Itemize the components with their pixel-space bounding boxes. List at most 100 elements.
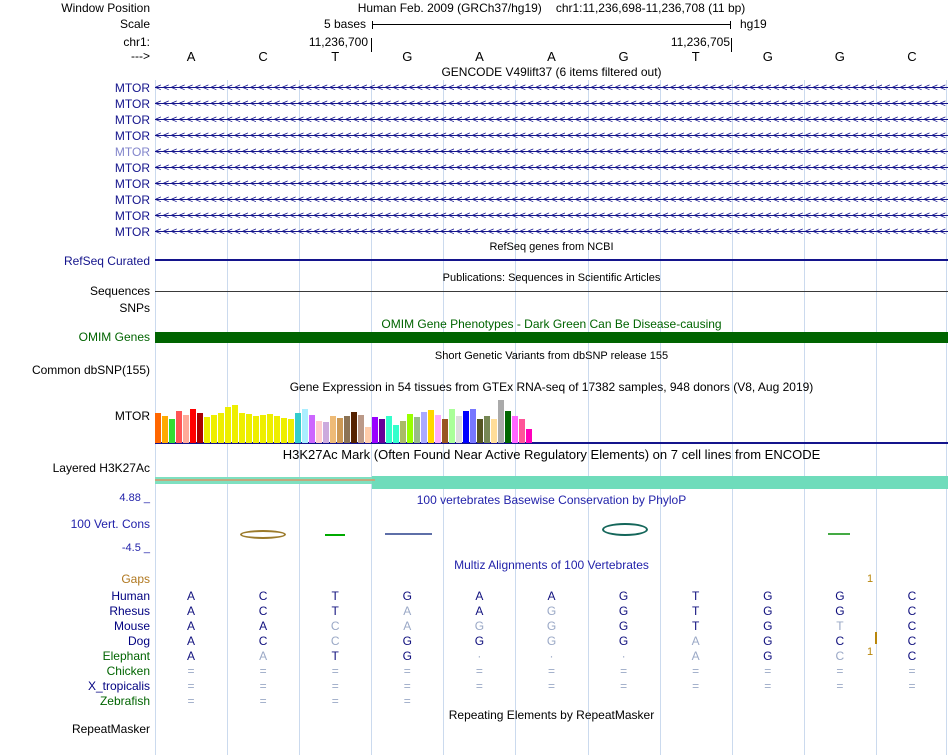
gtex-expression-bar[interactable] <box>169 419 175 443</box>
gtex-expression-bar[interactable] <box>260 415 266 443</box>
multiz-aligned-base[interactable]: = <box>331 679 339 693</box>
gtex-expression-bar[interactable] <box>330 416 336 443</box>
phylop-conservation-mark[interactable] <box>325 534 345 536</box>
multiz-aligned-base[interactable]: = <box>836 664 844 678</box>
multiz-aligned-base[interactable]: = <box>331 664 339 678</box>
phylop-conservation-mark[interactable] <box>602 523 648 536</box>
gencode-transcript[interactable]: <<<<<<<<<<<<<<<<<<<<<<<<<<<<<<<<<<<<<<<<… <box>155 146 948 159</box>
gtex-expression-bar[interactable] <box>162 416 168 443</box>
multiz-aligned-base[interactable]: C <box>835 634 845 648</box>
h3k27ac-signal[interactable] <box>372 476 948 489</box>
multiz-aligned-base[interactable]: A <box>403 604 412 618</box>
multiz-aligned-base[interactable]: T <box>692 604 700 618</box>
multiz-aligned-base[interactable]: T <box>331 649 339 663</box>
multiz-gaps-label[interactable]: Gaps <box>121 572 150 586</box>
multiz-aligned-base[interactable]: = <box>764 664 772 678</box>
gtex-expression-bar[interactable] <box>442 419 448 443</box>
gencode-transcript[interactable]: <<<<<<<<<<<<<<<<<<<<<<<<<<<<<<<<<<<<<<<<… <box>155 178 948 191</box>
gtex-expression-bar[interactable] <box>463 411 469 443</box>
multiz-aligned-base[interactable]: C <box>907 604 917 618</box>
gtex-expression-bar[interactable] <box>211 415 217 443</box>
multiz-aligned-base[interactable]: A <box>403 619 412 633</box>
multiz-aligned-base[interactable]: = <box>692 664 700 678</box>
gtex-expression-bar[interactable] <box>414 417 420 443</box>
gtex-expression-bar[interactable] <box>232 405 238 443</box>
multiz-aligned-base[interactable]: A <box>187 649 196 663</box>
multiz-aligned-base[interactable]: T <box>331 604 339 618</box>
multiz-aligned-base[interactable]: C <box>907 649 917 663</box>
multiz-aligned-base[interactable]: A <box>691 649 700 663</box>
gtex-expression-bar[interactable] <box>386 416 392 443</box>
gencode-transcript[interactable]: <<<<<<<<<<<<<<<<<<<<<<<<<<<<<<<<<<<<<<<<… <box>155 194 948 207</box>
multiz-aligned-base[interactable]: A <box>187 634 196 648</box>
gencode-transcript-label[interactable]: MTOR <box>114 145 150 159</box>
gtex-expression-bar[interactable] <box>309 415 315 443</box>
multiz-aligned-base[interactable]: G <box>763 619 773 633</box>
multiz-aligned-base[interactable]: G <box>763 589 773 603</box>
gtex-expression-bar[interactable] <box>190 409 196 443</box>
gencode-transcript-label[interactable]: MTOR <box>114 193 150 207</box>
gtex-expression-bar[interactable] <box>344 416 350 443</box>
gtex-expression-bar[interactable] <box>407 414 413 443</box>
multiz-aligned-base[interactable]: G <box>763 604 773 618</box>
multiz-aligned-base[interactable]: G <box>546 634 557 648</box>
multiz-aligned-base[interactable]: A <box>187 589 196 603</box>
multiz-aligned-base[interactable]: A <box>259 619 268 633</box>
gtex-expression-bar[interactable] <box>246 414 252 443</box>
multiz-aligned-base[interactable]: G <box>474 619 485 633</box>
gtex-expression-bar[interactable] <box>428 410 434 443</box>
multiz-aligned-base[interactable]: G <box>618 589 629 603</box>
multiz-aligned-base[interactable]: C <box>258 634 268 648</box>
gtex-expression-bar[interactable] <box>372 417 378 443</box>
multiz-aligned-base[interactable]: G <box>474 634 485 648</box>
gencode-transcript-label[interactable]: MTOR <box>114 81 150 95</box>
h3k27ac-signal[interactable] <box>155 479 375 481</box>
gtex-expression-bar[interactable] <box>484 416 490 443</box>
gtex-expression-bar[interactable] <box>351 412 357 443</box>
multiz-aligned-base[interactable]: C <box>907 589 917 603</box>
sequences-label[interactable]: Sequences <box>89 284 150 298</box>
multiz-species-label[interactable]: Rhesus <box>109 604 150 618</box>
multiz-aligned-base[interactable]: = <box>908 679 916 693</box>
multiz-aligned-base[interactable]: G <box>835 589 845 603</box>
omim-genes-label[interactable]: OMIM Genes <box>78 330 150 344</box>
multiz-aligned-base[interactable]: G <box>763 634 773 648</box>
omim-gene-item[interactable] <box>155 332 948 343</box>
multiz-aligned-base[interactable]: A <box>475 604 484 618</box>
multiz-aligned-base[interactable]: = <box>331 694 339 708</box>
gtex-expression-bar[interactable] <box>512 416 518 443</box>
gtex-expression-bar[interactable] <box>400 421 406 443</box>
multiz-aligned-base[interactable]: · <box>621 649 626 663</box>
multiz-aligned-base[interactable]: = <box>403 694 411 708</box>
multiz-species-label[interactable]: Elephant <box>102 649 150 663</box>
multiz-aligned-base[interactable]: A <box>691 634 700 648</box>
gtex-expression-bar[interactable] <box>393 425 399 443</box>
gtex-expression-bar[interactable] <box>449 409 455 443</box>
gtex-expression-bar[interactable] <box>505 411 511 443</box>
gtex-expression-bar[interactable] <box>477 419 483 443</box>
gencode-transcript-label[interactable]: MTOR <box>114 225 150 239</box>
multiz-species-label[interactable]: Zebrafish <box>99 694 150 708</box>
gencode-transcript-label[interactable]: MTOR <box>114 97 150 111</box>
multiz-aligned-base[interactable]: G <box>618 604 629 618</box>
gtex-expression-bar[interactable] <box>288 419 294 443</box>
gtex-expression-bar[interactable] <box>379 419 385 443</box>
gtex-expression-bar[interactable] <box>498 400 504 443</box>
multiz-aligned-base[interactable]: A <box>187 619 196 633</box>
multiz-aligned-base[interactable]: = <box>620 679 628 693</box>
gtex-expression-bar[interactable] <box>155 413 161 443</box>
gtex-expression-bar[interactable] <box>365 427 371 443</box>
gencode-transcript-label[interactable]: MTOR <box>114 209 150 223</box>
gencode-transcript[interactable]: <<<<<<<<<<<<<<<<<<<<<<<<<<<<<<<<<<<<<<<<… <box>155 162 948 175</box>
multiz-aligned-base[interactable]: T <box>331 589 339 603</box>
gtex-expression-bar[interactable] <box>519 419 525 443</box>
multiz-aligned-base[interactable]: T <box>692 619 700 633</box>
gtex-expression-bar[interactable] <box>183 415 189 443</box>
gtex-expression-bar[interactable] <box>267 414 273 443</box>
gtex-expression-bar[interactable] <box>218 413 224 443</box>
multiz-aligned-base[interactable]: = <box>547 679 556 693</box>
multiz-aligned-base[interactable]: C <box>330 634 340 648</box>
multiz-aligned-base[interactable]: = <box>764 679 772 693</box>
gtex-expression-bar[interactable] <box>491 419 497 443</box>
gtex-expression-bar[interactable] <box>274 416 280 443</box>
